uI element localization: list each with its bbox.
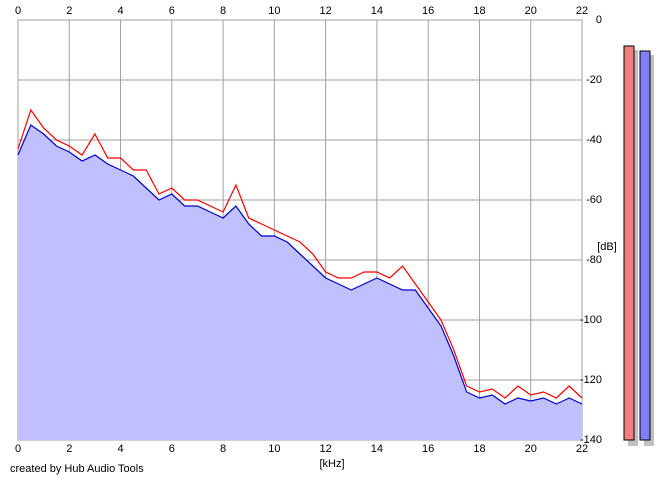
- x-tick-label-top: 4: [117, 5, 123, 17]
- x-tick-label-top: 12: [320, 5, 332, 17]
- y-tick-label: -20: [586, 74, 602, 86]
- x-tick-label-top: 16: [422, 5, 434, 17]
- x-tick-label: 2: [66, 443, 72, 455]
- x-tick-label: 8: [220, 443, 226, 455]
- x-tick-label-top: 22: [576, 5, 588, 17]
- spectrum-fill: [18, 125, 582, 440]
- x-tick-label: 4: [117, 443, 123, 455]
- footer: created by Hub Audio Tools: [10, 463, 144, 475]
- x-tick-label-top: 6: [169, 5, 175, 17]
- x-tick-label: 6: [169, 443, 175, 455]
- y-tick-label: -40: [586, 134, 602, 146]
- right-meter: [639, 50, 651, 441]
- y-tick-label: 0: [596, 14, 602, 26]
- plot: [17, 108, 583, 440]
- left-meter: [623, 45, 635, 441]
- x-tick-label-top: 20: [525, 5, 537, 17]
- x-axis-label: [kHz]: [319, 458, 344, 470]
- x-tick-label: 20: [525, 443, 537, 455]
- x-tick-label-top: 10: [268, 5, 280, 17]
- y-tick-label: -100: [580, 314, 602, 326]
- x-tick-label: 22: [576, 443, 588, 455]
- y-tick-label: -80: [586, 254, 602, 266]
- y-axis-label: [dB]: [597, 241, 617, 253]
- x-tick-label: 0: [15, 443, 21, 455]
- y-tick-label: -120: [580, 374, 602, 386]
- x-tick-label: 10: [268, 443, 280, 455]
- x-tick-label-top: 14: [371, 5, 383, 17]
- y-tick-label: -60: [586, 194, 602, 206]
- x-tick-label: 12: [320, 443, 332, 455]
- x-tick-label-top: 8: [220, 5, 226, 17]
- x-tick-label: 14: [371, 443, 383, 455]
- spectrum-line: [17, 108, 583, 399]
- labels: 002244668810101212141416161818202022220-…: [15, 5, 602, 455]
- spectrum-line: [17, 124, 583, 405]
- x-tick-label: 16: [422, 443, 434, 455]
- x-tick-label: 18: [473, 443, 485, 455]
- x-tick-label-top: 2: [66, 5, 72, 17]
- x-tick-label-top: 0: [15, 5, 21, 17]
- x-tick-label-top: 18: [473, 5, 485, 17]
- y-tick-label: -140: [580, 434, 602, 446]
